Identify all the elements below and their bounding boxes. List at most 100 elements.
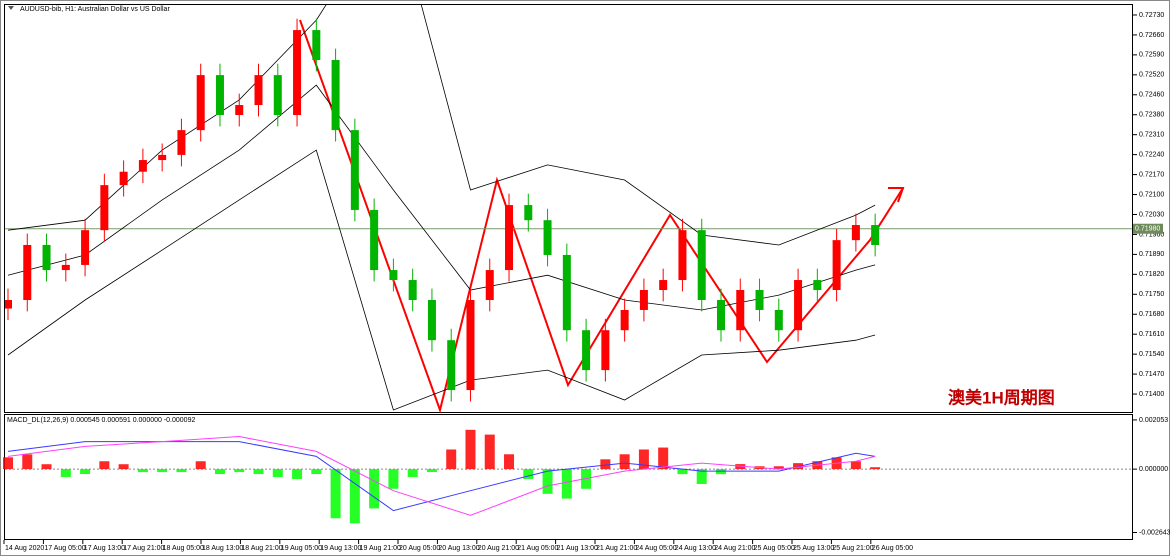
candle-body xyxy=(235,105,244,116)
macd-bar xyxy=(504,454,515,470)
macd-panel xyxy=(4,414,1133,540)
macd-bar xyxy=(99,461,110,470)
x-tick-label: 20 Aug 13:00 xyxy=(438,545,479,552)
macd-bar xyxy=(870,467,881,470)
y-tick-label: 0.71400 xyxy=(1139,391,1164,398)
x-tick-label: 19 Aug 13:00 xyxy=(320,545,361,552)
macd-bar xyxy=(157,469,168,473)
macd-bar xyxy=(773,466,784,470)
candle-body xyxy=(485,270,494,300)
y-tick-label: 0.71470 xyxy=(1139,371,1164,378)
y-tick-label: 0.72660 xyxy=(1139,32,1164,39)
candle-body xyxy=(543,220,552,255)
candle-body xyxy=(177,130,186,155)
x-tick-label: 20 Aug 21:00 xyxy=(478,545,519,552)
x-tick-label: 26 Aug 05:00 xyxy=(872,545,913,552)
candle-body xyxy=(215,75,224,116)
y-tick-label: 0.72460 xyxy=(1139,92,1164,99)
candle-body xyxy=(273,75,282,116)
macd-bar xyxy=(850,461,861,470)
macd-bar xyxy=(619,454,630,470)
x-tick-label: 25 Aug 21:00 xyxy=(832,545,873,552)
x-tick-label: 17 Aug 13:00 xyxy=(84,545,125,552)
y-tick-label: 0.71540 xyxy=(1139,351,1164,358)
candle-body xyxy=(871,225,880,245)
candle-body xyxy=(427,299,436,341)
candle-body xyxy=(100,185,109,231)
price-panel xyxy=(4,4,1133,413)
x-tick-label: 25 Aug 05:00 xyxy=(754,545,795,552)
candle-body xyxy=(620,309,629,331)
candle-body xyxy=(524,205,533,221)
candle-body xyxy=(716,299,725,331)
y-tick-label: 0.72170 xyxy=(1139,171,1164,178)
candle-body xyxy=(42,244,51,271)
macd-bar xyxy=(3,457,13,470)
macd-bar xyxy=(214,469,225,475)
candle-body xyxy=(81,230,90,265)
macd-bar xyxy=(369,469,380,509)
candle-body xyxy=(582,330,591,371)
macd-bar xyxy=(60,469,71,478)
macd-bar xyxy=(696,469,707,484)
candle-body xyxy=(196,75,205,131)
candle-body xyxy=(331,60,340,131)
y-tick-label: 0.72730 xyxy=(1139,12,1164,19)
macd-bar xyxy=(446,449,457,470)
macd-bar xyxy=(426,469,437,473)
x-tick-label: 24 Aug 05:00 xyxy=(635,545,676,552)
y-tick-label: 0.72590 xyxy=(1139,52,1164,59)
candle-body xyxy=(736,290,745,331)
candle-body xyxy=(851,225,860,241)
macd-bar xyxy=(658,447,669,470)
arrow-head xyxy=(888,187,905,203)
x-tick-label: 17 Aug 05:00 xyxy=(44,545,85,552)
macd-bar xyxy=(118,464,129,470)
macd-bar xyxy=(137,469,148,473)
candle-body xyxy=(755,290,764,310)
y-tick-label: 0.72240 xyxy=(1139,151,1164,158)
macd-bar xyxy=(234,469,245,473)
y-tick-label: 0.72030 xyxy=(1139,211,1164,218)
candle-body xyxy=(562,254,571,331)
candle-body xyxy=(23,244,32,300)
macd-bar xyxy=(195,461,206,470)
y-tick-label: 0.71820 xyxy=(1139,271,1164,278)
macd-bar xyxy=(253,469,264,475)
x-tick-label: 25 Aug 13:00 xyxy=(793,545,834,552)
macd-bar xyxy=(677,469,688,475)
candle-body xyxy=(370,209,379,271)
price-tag-label: 0.71980 xyxy=(1135,226,1160,233)
candle-body xyxy=(466,299,475,391)
y-tick-label: 0.72310 xyxy=(1139,132,1164,139)
price-plot xyxy=(5,5,1132,411)
candle-body xyxy=(639,290,648,310)
y-tick-label: 0.71960 xyxy=(1139,231,1164,238)
y-tick-label: 0.71610 xyxy=(1139,331,1164,338)
macd-bar xyxy=(638,449,649,470)
macd-line xyxy=(7,435,876,516)
candle-body xyxy=(697,230,706,300)
macd-bar xyxy=(484,434,495,470)
candle-body xyxy=(505,205,514,271)
y-tick-label: -0.002643 xyxy=(1139,529,1170,536)
x-tick-label: 14 Aug 2020 xyxy=(5,545,44,552)
annotation: 澳美1H周期图 xyxy=(948,387,1055,407)
y-tick-label: 0.71750 xyxy=(1139,291,1164,298)
candle-body xyxy=(312,30,321,61)
candle-body xyxy=(659,280,668,291)
macd-title: MACD_DL(12,26,9) 0.000545 0.000591 0.000… xyxy=(7,417,195,424)
macd-bar xyxy=(465,429,476,470)
candle-body xyxy=(794,280,803,331)
candle-body xyxy=(408,280,417,300)
candle-body xyxy=(158,154,167,161)
symbol-icon xyxy=(8,6,14,10)
candle-body xyxy=(813,280,822,291)
candle-body xyxy=(254,75,263,106)
y-tick-label: 0.71680 xyxy=(1139,311,1164,318)
macd-bar xyxy=(349,469,360,524)
x-tick-label: 24 Aug 21:00 xyxy=(714,545,755,552)
macd-bar xyxy=(388,469,399,489)
